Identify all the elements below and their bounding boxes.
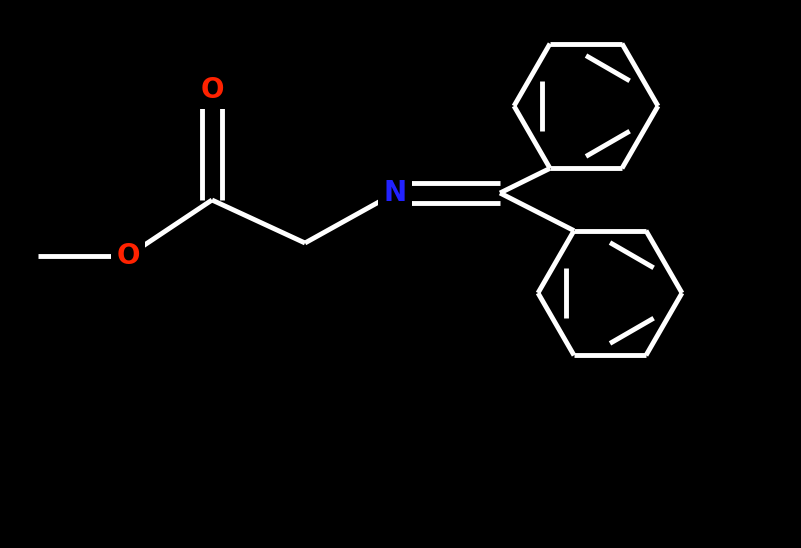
Text: N: N (384, 179, 407, 207)
Text: O: O (116, 242, 139, 270)
Text: O: O (200, 76, 223, 104)
